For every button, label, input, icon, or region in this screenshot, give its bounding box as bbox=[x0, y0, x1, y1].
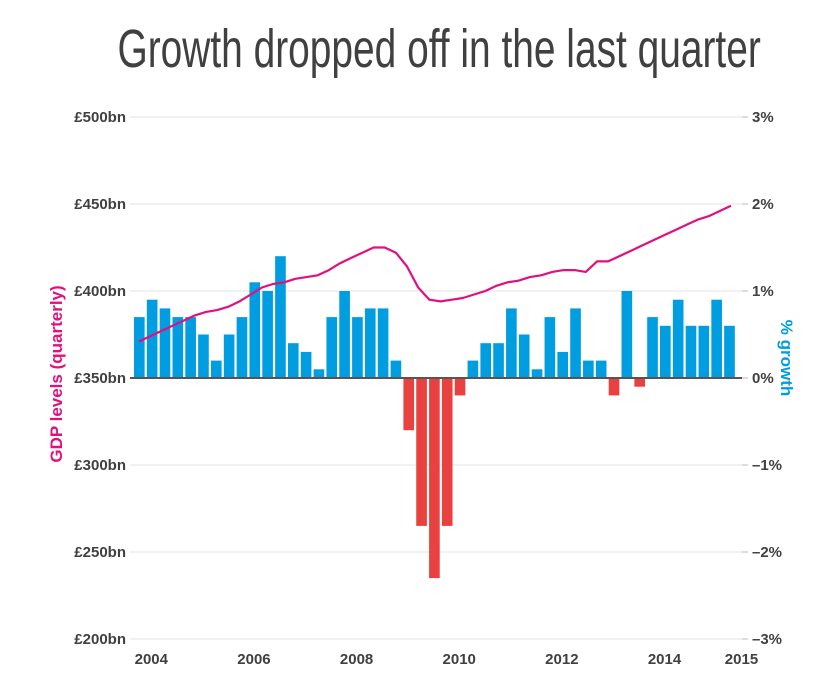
x-tick-label: 2008 bbox=[340, 651, 373, 668]
growth-bar bbox=[275, 256, 286, 378]
growth-bar bbox=[287, 343, 299, 378]
growth-bar bbox=[583, 360, 594, 378]
x-tick-label: 2010 bbox=[443, 651, 476, 668]
growth-bar bbox=[262, 291, 273, 378]
growth-bar bbox=[698, 325, 710, 378]
growth-bar bbox=[557, 351, 569, 378]
right-axis-title: % growth bbox=[777, 320, 796, 397]
right-tick-label: 0% bbox=[752, 370, 774, 387]
growth-bar bbox=[223, 334, 235, 378]
left-tick-label: £450bn bbox=[74, 196, 126, 213]
chart-title: Growth dropped off in the last quarter bbox=[117, 19, 761, 79]
growth-bar bbox=[660, 325, 671, 378]
growth-bar bbox=[518, 334, 530, 378]
growth-bar bbox=[146, 299, 158, 378]
x-tick-label: 2006 bbox=[237, 651, 270, 668]
growth-bar bbox=[454, 378, 466, 396]
growth-bar bbox=[313, 369, 325, 378]
growth-bar bbox=[403, 378, 415, 431]
right-tick-label: 3% bbox=[752, 109, 774, 126]
growth-bar bbox=[480, 343, 492, 378]
growth-bar bbox=[570, 308, 581, 378]
growth-bar bbox=[621, 291, 633, 378]
growth-bar bbox=[377, 308, 389, 378]
growth-bar bbox=[236, 317, 248, 378]
growth-bar bbox=[416, 378, 427, 526]
right-axis-ticks: –3% –2% –1% 0% 1% 2% 3% bbox=[752, 109, 782, 648]
growth-bar bbox=[672, 299, 684, 378]
right-tick-label: 1% bbox=[752, 283, 774, 300]
right-tick-label: 2% bbox=[752, 196, 774, 213]
growth-bar bbox=[595, 360, 607, 378]
growth-bar bbox=[608, 378, 620, 396]
growth-bar bbox=[634, 378, 645, 387]
growth-bar bbox=[544, 317, 556, 378]
growth-bar bbox=[352, 317, 363, 378]
left-tick-label: £350bn bbox=[74, 370, 126, 387]
right-tick-label: –1% bbox=[752, 457, 782, 474]
growth-bar bbox=[198, 334, 209, 378]
growth-bar bbox=[685, 325, 697, 378]
growth-bars bbox=[134, 256, 735, 579]
growth-bar bbox=[364, 308, 376, 378]
x-axis-ticks: 2004 2006 2008 2010 2012 2014 2015 bbox=[135, 651, 759, 668]
growth-bar bbox=[493, 343, 504, 378]
growth-bar bbox=[467, 360, 479, 378]
left-axis-title: GDP levels (quarterly) bbox=[47, 285, 66, 462]
growth-bar bbox=[441, 378, 453, 526]
left-tick-label: £400bn bbox=[74, 283, 126, 300]
growth-bar bbox=[326, 317, 338, 378]
growth-bar bbox=[172, 317, 184, 378]
right-tick-label: –2% bbox=[752, 544, 782, 561]
growth-bar bbox=[185, 317, 196, 378]
left-tick-label: £500bn bbox=[74, 109, 126, 126]
growth-bar bbox=[210, 360, 222, 378]
growth-bar bbox=[159, 308, 171, 378]
growth-bar bbox=[647, 317, 658, 378]
growth-bar bbox=[134, 317, 145, 378]
x-tick-label: 2012 bbox=[545, 651, 578, 668]
growth-bar bbox=[249, 282, 261, 378]
growth-bar bbox=[390, 360, 402, 378]
left-tick-label: £200bn bbox=[74, 631, 126, 648]
growth-bar bbox=[339, 291, 350, 378]
x-tick-label: 2014 bbox=[648, 651, 682, 668]
growth-bar bbox=[300, 351, 312, 378]
left-axis-ticks: £200bn £250bn £300bn £350bn £400bn £450bn £500… bbox=[74, 109, 126, 648]
growth-bar bbox=[506, 308, 517, 378]
growth-bar bbox=[429, 378, 440, 579]
left-tick-label: £250bn bbox=[74, 544, 126, 561]
right-tick-label: –3% bbox=[752, 631, 782, 648]
x-tick-label: 2004 bbox=[135, 651, 169, 668]
growth-bar bbox=[724, 325, 735, 378]
left-tick-label: £300bn bbox=[74, 457, 126, 474]
growth-bar bbox=[531, 369, 543, 378]
x-tick-label: 2015 bbox=[725, 651, 758, 668]
growth-bar bbox=[711, 299, 722, 378]
gdp-line bbox=[138, 204, 732, 343]
